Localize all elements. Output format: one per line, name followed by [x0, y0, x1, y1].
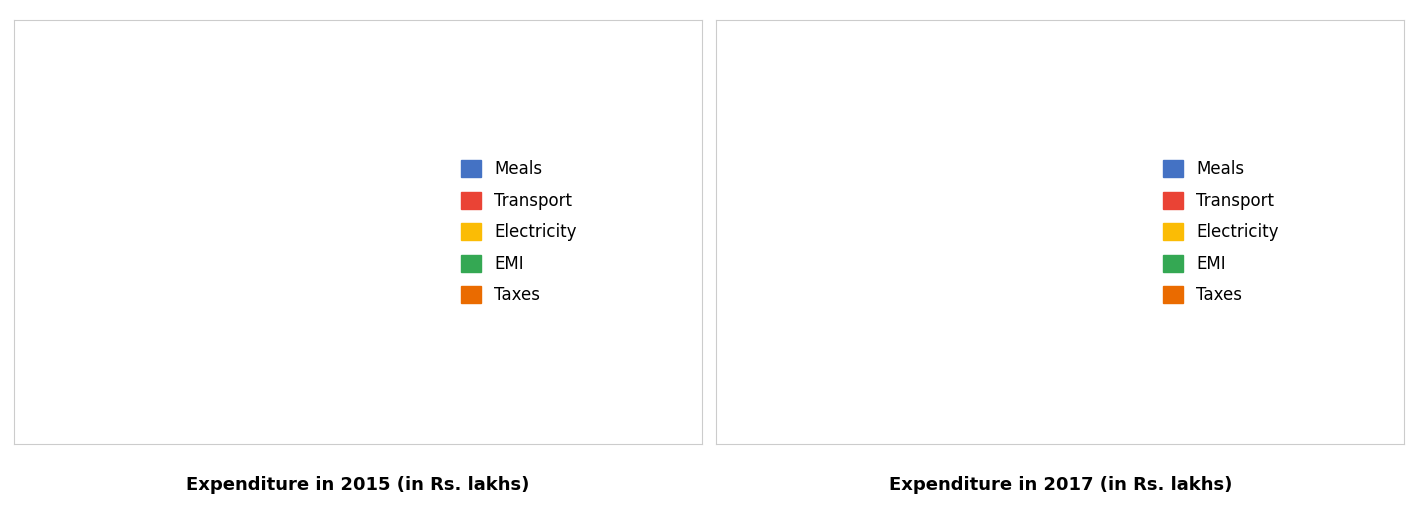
Wedge shape — [186, 67, 407, 398]
Text: 112: 112 — [132, 296, 163, 315]
Text: 108: 108 — [163, 122, 196, 139]
Text: Expenditure in 2015 (in Rs. lakhs): Expenditure in 2015 (in Rs. lakhs) — [186, 476, 529, 494]
Text: 342: 342 — [343, 243, 374, 262]
Text: 32.68: 32.68 — [803, 205, 849, 223]
Text: Expenditure in 2017 (in Rs. lakhs): Expenditure in 2017 (in Rs. lakhs) — [889, 476, 1232, 494]
Legend: Meals, Transport, Electricity, EMI, Taxes: Meals, Transport, Electricity, EMI, Taxe… — [1157, 155, 1283, 310]
Text: 22.52: 22.52 — [98, 220, 146, 238]
Wedge shape — [778, 180, 943, 233]
Text: 88: 88 — [882, 116, 903, 133]
Text: 336: 336 — [1046, 237, 1078, 255]
Wedge shape — [778, 232, 943, 393]
Wedge shape — [78, 157, 241, 232]
Text: 36.4: 36.4 — [821, 166, 858, 184]
Legend: Meals, Transport, Electricity, EMI, Taxes: Meals, Transport, Electricity, EMI, Taxe… — [455, 155, 581, 310]
Text: 133: 133 — [834, 297, 866, 316]
Wedge shape — [94, 67, 241, 232]
Wedge shape — [787, 127, 943, 232]
Wedge shape — [906, 67, 1109, 398]
Text: 32.5: 32.5 — [109, 187, 146, 206]
Wedge shape — [77, 232, 241, 388]
Wedge shape — [815, 67, 943, 232]
Wedge shape — [77, 209, 241, 247]
